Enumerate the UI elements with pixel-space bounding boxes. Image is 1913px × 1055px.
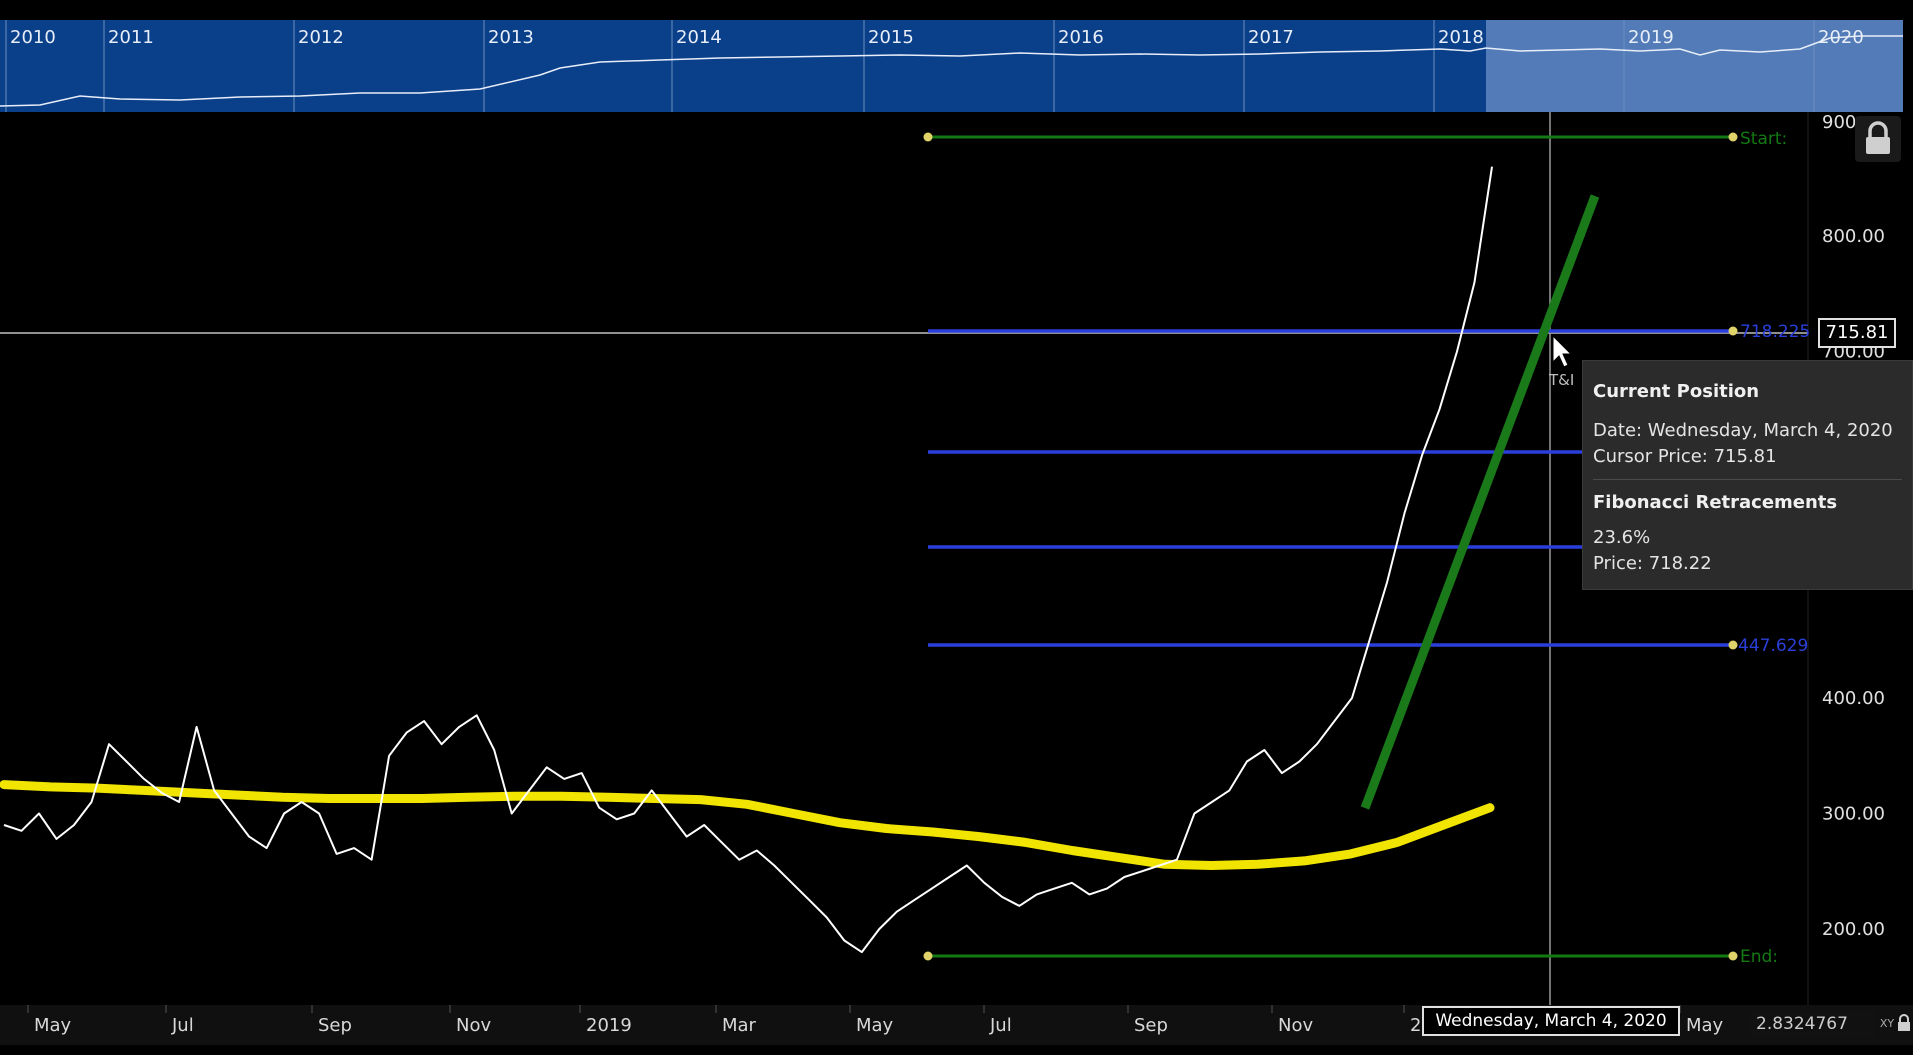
- x-axis-label: 2: [1410, 1015, 1421, 1036]
- tooltip-title: Current Position: [1593, 381, 1760, 402]
- x-axis-label: Sep: [1134, 1015, 1168, 1036]
- tooltip-panel: Current Position Date: Wednesday, March …: [1582, 360, 1913, 590]
- mouse-cursor-icon: [1552, 334, 1573, 368]
- moving-average-line[interactable]: [0, 780, 1495, 870]
- navigator-year-label: 2018: [1438, 27, 1484, 48]
- xy-button[interactable]: XY: [1879, 1017, 1895, 1030]
- x-axis-label: Sep: [318, 1015, 352, 1036]
- lock-icon[interactable]: [1855, 116, 1901, 162]
- y-axis-label: 400.00: [1822, 688, 1885, 709]
- x-axis-label: Nov: [1278, 1015, 1313, 1036]
- navigator-year-label: 2015: [868, 27, 914, 48]
- price-ratio-field[interactable]: 2.8324767: [1750, 1010, 1876, 1038]
- x-axis-label: Jul: [171, 1015, 194, 1036]
- fib-handles[interactable]: [923, 132, 1738, 961]
- navigator-year-label: 2019: [1628, 27, 1674, 48]
- navigator-year-label: 2014: [676, 27, 722, 48]
- navigator-year-label: 2017: [1248, 27, 1294, 48]
- navigator-price-line: [0, 35, 1903, 107]
- x-axis-label: Nov: [456, 1015, 491, 1036]
- fib-level-label: 718.225: [1740, 322, 1810, 342]
- y-axis-label: 800.00: [1822, 226, 1885, 247]
- tooltip-price: Cursor Price: 715.81: [1593, 446, 1777, 467]
- x-axis-label: May: [856, 1015, 894, 1036]
- y-axis-label: 300.00: [1822, 804, 1885, 825]
- fib-level-label-447: 447.629: [1738, 636, 1808, 656]
- x-axis-labels: May Jul Sep Nov 2019 Mar May Jul Sep Nov 2 May: [27, 1005, 1724, 1036]
- navigator-year-label: 2012: [298, 27, 344, 48]
- cursor-marker: T&I: [1548, 371, 1574, 389]
- navigator-year-label: 2016: [1058, 27, 1104, 48]
- x-axis-label: 2019: [586, 1015, 632, 1036]
- axis-lock-icon[interactable]: [1896, 1012, 1912, 1034]
- fib-start-label: Start:: [1740, 129, 1787, 149]
- x-axis-label: May: [34, 1015, 72, 1036]
- x-axis-label: Jul: [989, 1015, 1012, 1036]
- navigator-year-label: 2013: [488, 27, 534, 48]
- navigator-year-label: 2011: [108, 27, 154, 48]
- navigator-selection[interactable]: [1486, 20, 1903, 112]
- x-axis-label: May: [1686, 1015, 1724, 1036]
- cursor-date-box: Wednesday, March 4, 2020: [1422, 1006, 1680, 1036]
- y-axis-label: 200.00: [1822, 919, 1885, 940]
- tooltip-percent: 23.6%: [1593, 527, 1651, 548]
- tooltip-fib-price: Price: 718.22: [1593, 553, 1712, 574]
- price-line[interactable]: [3, 166, 1493, 954]
- navigator-year-label: 2010: [10, 27, 56, 48]
- tooltip-divider: [1593, 479, 1902, 480]
- navigator-years: 2010 2011 2012 2013 2014 2015 2016 2017 2018 2019…: [5, 20, 1864, 112]
- trendline[interactable]: [1360, 194, 1600, 810]
- x-axis-label: Mar: [722, 1015, 757, 1036]
- tooltip-date: Date: Wednesday, March 4, 2020: [1593, 420, 1893, 441]
- y-axis-label: 900: [1822, 112, 1856, 133]
- cursor-price-box: 715.81: [1818, 318, 1896, 348]
- tooltip-section-title: Fibonacci Retracements: [1593, 492, 1838, 513]
- fib-end-label: End:: [1740, 947, 1778, 967]
